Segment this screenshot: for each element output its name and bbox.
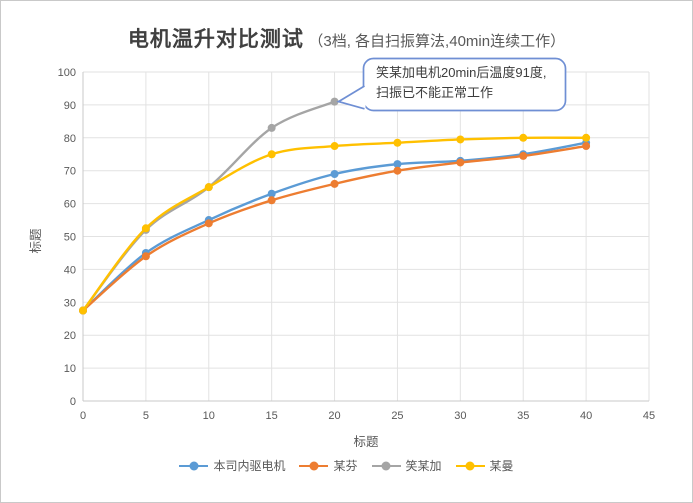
series-marker-2: [519, 151, 528, 160]
series-marker-3: [267, 123, 276, 132]
series-line-1: [81, 141, 588, 312]
series-marker-2: [204, 219, 213, 228]
x-tick-label: 10: [203, 410, 215, 422]
legend-label: 某曼: [489, 459, 514, 474]
x-tick-label: 30: [454, 410, 466, 422]
y-axis-title: 标题: [29, 228, 43, 254]
series-line-2: [81, 144, 588, 312]
x-tick-label: 40: [580, 410, 592, 422]
legend-label: 本司内驱电机: [213, 459, 286, 474]
y-tick-label: 50: [64, 232, 76, 244]
series-marker-2: [267, 196, 276, 205]
legend-dot-icon: [309, 461, 319, 471]
y-tick-label: 100: [58, 67, 76, 79]
x-tick-label: 45: [643, 410, 655, 422]
callout-bubble: [362, 57, 567, 112]
series-marker-4: [519, 133, 528, 142]
series-marker-2: [456, 158, 465, 167]
y-tick-label: 40: [64, 264, 76, 276]
x-tick-label: 35: [517, 410, 529, 422]
legend-line-marker-icon: [455, 461, 485, 471]
chart-title-sub: （3档, 各自扫振算法,40min连续工作）: [308, 33, 566, 50]
legend-label: 笑某加: [405, 459, 442, 474]
x-tick-label: 25: [391, 410, 403, 422]
legend-label: 某芬: [333, 459, 358, 474]
series-marker-2: [582, 142, 591, 151]
series-marker-4: [330, 142, 339, 151]
series-marker-4: [204, 183, 213, 192]
y-tick-label: 60: [64, 199, 76, 211]
legend-dot-icon: [381, 461, 391, 471]
callout-annotation: 笑某加电机20min后温度91度, 扫振已不能正常工作: [376, 63, 562, 102]
callout-line-2: 扫振已不能正常工作: [376, 84, 494, 100]
callout-line-1: 笑某加电机20min后温度91度,: [376, 65, 547, 80]
x-tick-label: 20: [328, 410, 340, 422]
series-marker-1: [267, 189, 276, 198]
legend-item-4: 某曼: [455, 457, 514, 474]
callout-tail-outline: [336, 85, 365, 110]
chart-title-main: 电机温升对比测试: [127, 28, 304, 51]
x-tick-label: 0: [80, 410, 86, 422]
y-tick-label: 20: [64, 330, 76, 342]
x-axis-title: 标题: [353, 435, 379, 449]
y-tick-label: 0: [70, 396, 76, 408]
series-marker-2: [393, 166, 402, 175]
series-marker-4: [582, 133, 591, 142]
series-marker-4: [393, 138, 402, 147]
legend-line-marker-icon: [371, 461, 401, 471]
chart-title: 电机温升对比测试 （3档, 各自扫振算法,40min连续工作）: [1, 23, 692, 53]
legend-item-2: 某芬: [299, 457, 358, 474]
series-marker-3: [330, 97, 339, 106]
series-marker-4: [267, 150, 276, 159]
y-tick-label: 10: [64, 363, 76, 375]
y-tick-label: 80: [64, 133, 76, 145]
series-marker-2: [141, 252, 150, 261]
series-marker-1: [393, 160, 402, 169]
y-tick-label: 30: [64, 297, 76, 309]
y-tick-label: 70: [64, 166, 76, 178]
legend-item-1: 本司内驱电机: [179, 457, 285, 474]
legend-dot-icon: [465, 461, 475, 471]
x-tick-label: 5: [143, 410, 149, 422]
y-tick-label: 90: [64, 100, 76, 112]
legend-line-marker-icon: [179, 461, 209, 471]
legend-item-3: 笑某加: [371, 457, 442, 474]
chart-legend: 本司内驱电机 某芬 笑某加 某曼: [1, 457, 692, 475]
series-marker-4: [79, 306, 87, 315]
legend-dot-icon: [189, 461, 199, 471]
x-tick-label: 15: [266, 410, 278, 422]
series-marker-2: [330, 179, 339, 188]
series-marker-4: [456, 135, 465, 144]
legend-line-marker-icon: [299, 461, 329, 471]
series-marker-4: [141, 224, 150, 233]
series-marker-1: [330, 169, 339, 178]
